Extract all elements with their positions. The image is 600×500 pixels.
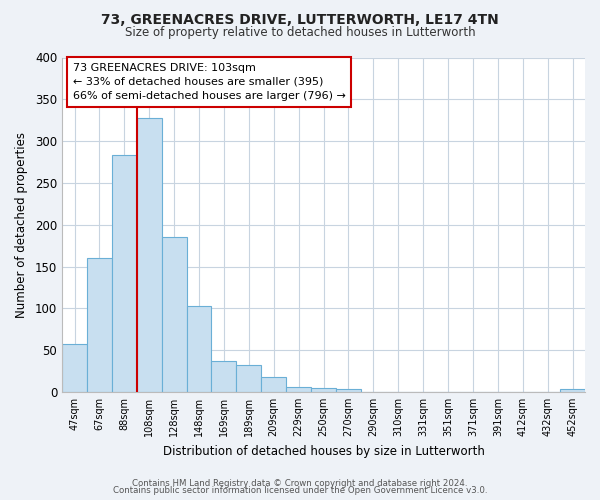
Bar: [560, 390, 585, 392]
Bar: [137, 118, 161, 392]
Bar: [161, 238, 187, 392]
Text: 73, GREENACRES DRIVE, LUTTERWORTH, LE17 4TN: 73, GREENACRES DRIVE, LUTTERWORTH, LE17 …: [101, 12, 499, 26]
Bar: [187, 306, 211, 392]
Text: Contains public sector information licensed under the Open Government Licence v3: Contains public sector information licen…: [113, 486, 487, 495]
Bar: [211, 361, 236, 392]
Bar: [62, 344, 87, 392]
Y-axis label: Number of detached properties: Number of detached properties: [15, 132, 28, 318]
Bar: [286, 387, 311, 392]
Bar: [336, 388, 361, 392]
Bar: [112, 156, 137, 392]
Text: Size of property relative to detached houses in Lutterworth: Size of property relative to detached ho…: [125, 26, 475, 39]
Text: Contains HM Land Registry data © Crown copyright and database right 2024.: Contains HM Land Registry data © Crown c…: [132, 478, 468, 488]
Bar: [236, 365, 261, 392]
Text: 73 GREENACRES DRIVE: 103sqm
← 33% of detached houses are smaller (395)
66% of se: 73 GREENACRES DRIVE: 103sqm ← 33% of det…: [73, 62, 346, 102]
Bar: [87, 258, 112, 392]
Bar: [311, 388, 336, 392]
X-axis label: Distribution of detached houses by size in Lutterworth: Distribution of detached houses by size …: [163, 444, 484, 458]
Bar: [261, 377, 286, 392]
